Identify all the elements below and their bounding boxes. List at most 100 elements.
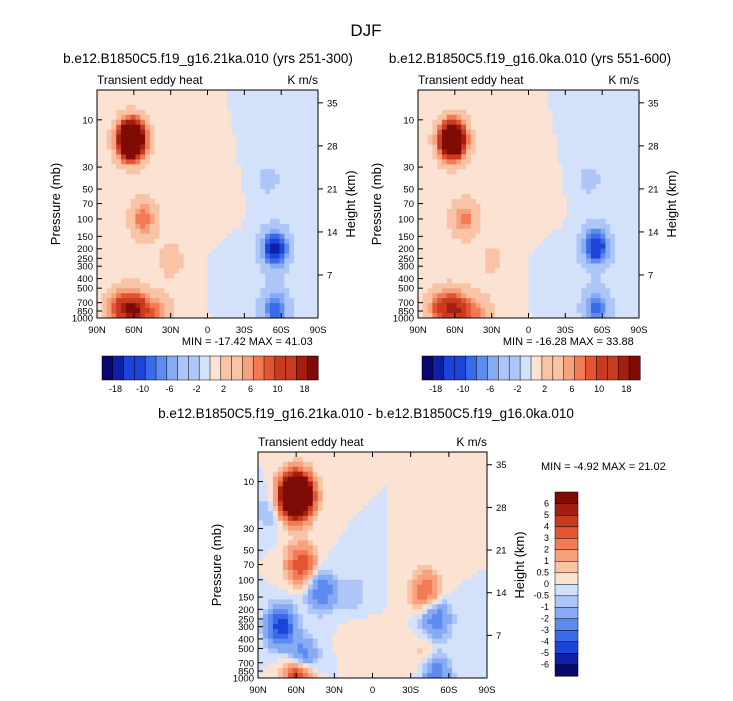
contour-cell	[362, 501, 368, 507]
contour-cell	[451, 288, 457, 294]
contour-cell	[231, 263, 237, 269]
contour-cell	[422, 303, 428, 309]
contour-cell	[590, 298, 597, 304]
contour-cell	[236, 189, 242, 195]
contour-cell	[451, 124, 457, 131]
contour-cell	[154, 258, 160, 264]
contour-cell	[586, 283, 592, 289]
contour-cell	[272, 491, 279, 497]
contour-cell	[619, 248, 625, 254]
contour-cell	[490, 268, 496, 274]
contour-cell	[600, 223, 606, 230]
contour-cell	[470, 248, 477, 254]
contour-cell	[116, 273, 122, 279]
contour-cell	[269, 248, 276, 254]
contour-cell	[629, 154, 635, 160]
contour-cell	[422, 199, 428, 205]
contour-cell	[292, 466, 299, 473]
contour-cell	[605, 248, 611, 254]
contour-cell	[121, 154, 127, 160]
contour-cell	[183, 303, 189, 309]
contour-cell	[292, 501, 299, 507]
contour-cell	[562, 169, 568, 175]
contour-cell	[274, 313, 280, 319]
contour-cell	[422, 144, 428, 150]
contour-cell	[514, 159, 520, 165]
contour-cell	[437, 491, 443, 497]
contour-cell	[514, 288, 520, 294]
contour-cell	[269, 189, 276, 195]
contour-cell	[437, 208, 443, 215]
contour-cell	[466, 213, 472, 220]
contour-cell	[159, 268, 165, 274]
contour-cell	[231, 104, 237, 111]
y-tick-label: 1000	[393, 314, 414, 325]
contour-cell	[634, 238, 640, 245]
contour-cell	[499, 154, 505, 160]
contour-cell	[121, 218, 127, 225]
contour-cell	[533, 179, 539, 185]
contour-cell	[509, 94, 515, 101]
contour-cell	[207, 90, 213, 96]
contour-cell	[303, 313, 309, 319]
contour-cell	[116, 263, 122, 269]
contour-cell	[154, 109, 160, 116]
contour-cell	[159, 184, 165, 190]
contour-cell	[298, 263, 304, 269]
contour-cell	[509, 134, 515, 140]
contour-cell	[116, 134, 122, 140]
contour-cell	[480, 94, 486, 101]
contour-cell	[135, 179, 141, 185]
contour-cell	[523, 159, 529, 165]
contour-cell	[284, 293, 290, 299]
contour-cell	[600, 90, 606, 96]
contour-cell	[279, 278, 285, 284]
contour-cell	[130, 109, 136, 116]
contour-cell	[149, 134, 156, 140]
contour-cell	[494, 179, 501, 185]
contour-cell	[312, 456, 319, 463]
contour-cell	[298, 208, 304, 215]
contour-cell	[387, 471, 393, 477]
contour-cell	[265, 159, 271, 165]
contour-cell	[284, 109, 290, 116]
contour-cell	[446, 90, 453, 96]
contour-cell	[427, 124, 433, 131]
contour-cell	[245, 164, 252, 170]
contour-cell	[422, 233, 428, 240]
contour-cell	[466, 169, 472, 175]
contour-cell	[480, 174, 486, 180]
contour-cell	[183, 248, 189, 254]
contour-cell	[509, 293, 515, 299]
contour-cell	[480, 308, 486, 314]
contour-cell	[634, 313, 640, 319]
contour-cell	[629, 243, 635, 250]
contour-cell	[332, 486, 339, 492]
contour-cell	[245, 208, 252, 215]
contour-cell	[566, 238, 573, 245]
contour-cell	[303, 179, 309, 185]
contour-cell	[188, 179, 194, 185]
contour-cell	[462, 501, 468, 507]
contour-cell	[125, 213, 132, 220]
contour-cell	[197, 253, 204, 259]
contour-cell	[312, 496, 319, 502]
contour-cell	[221, 223, 228, 230]
contour-cell	[475, 194, 481, 200]
contour-cell	[629, 169, 635, 175]
contour-cell	[518, 213, 525, 220]
contour-cell	[274, 99, 280, 106]
contour-cell	[116, 154, 122, 160]
contour-cell	[442, 506, 448, 512]
contour-cell	[287, 476, 294, 482]
contour-cell	[250, 139, 256, 145]
contour-cell	[303, 248, 309, 254]
contour-cell	[274, 90, 280, 96]
contour-cell	[482, 491, 488, 497]
contour-cell	[422, 238, 428, 245]
contour-cell	[293, 99, 300, 106]
contour-cell	[255, 313, 261, 319]
contour-cell	[422, 218, 428, 225]
contour-cell	[164, 243, 170, 250]
contour-cell	[586, 164, 592, 170]
